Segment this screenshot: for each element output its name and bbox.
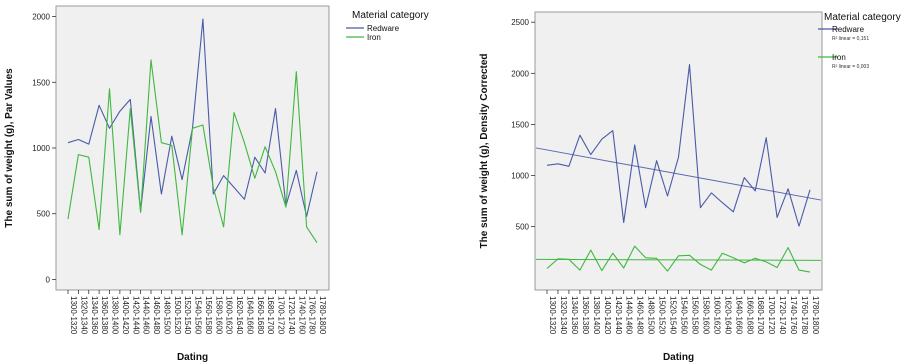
x-tick-label: 1600-1620 — [712, 296, 721, 335]
series-line-iron — [67, 59, 318, 244]
x-axis-title: Dating — [663, 352, 694, 363]
series-line-redware — [546, 64, 811, 227]
x-tick-label: 1680-1700 — [756, 296, 765, 335]
x-tick-label: 1340-1360 — [570, 296, 579, 335]
x-tick-label: 1580-1600 — [701, 296, 710, 335]
x-tick-label: 1320-1340 — [79, 296, 88, 335]
x-tick-label: 1540-1560 — [194, 296, 203, 335]
chart-par-values: 0 500 1000 1500 2000 1300-1320 1320-1340 1340-1… — [4, 5, 429, 363]
legend-r2-iron: R² linear = 0,003 — [832, 64, 869, 70]
x-tick-label: 1460-1480 — [152, 296, 161, 335]
x-tick-label: 1740-1760 — [789, 296, 798, 335]
x-tick-label: 1500-1520 — [658, 296, 667, 335]
y-tick-label: 2500 — [511, 18, 529, 27]
chart-density-corrected: 500 1000 1500 2000 2500 1300-1320 1320-1340 134… — [479, 11, 901, 363]
y-tick-label: 0 — [46, 275, 51, 284]
x-tick-label: 1760-1780 — [800, 296, 809, 335]
x-tick-label: 1300-1320 — [69, 296, 78, 335]
x-axis-title: Dating — [177, 352, 208, 363]
x-tick-label: 1380-1400 — [111, 296, 120, 335]
x-tick-label: 1540-1560 — [680, 296, 689, 335]
legend-label-redware: Redware — [832, 25, 865, 34]
legend-label-iron: Iron — [832, 53, 846, 62]
x-tick-label: 1440-1460 — [142, 296, 151, 335]
y-tick-label: 1000 — [511, 172, 529, 181]
x-tick-label: 1520-1540 — [183, 296, 192, 335]
x-tick-label: 1660-1680 — [256, 296, 265, 335]
x-tick-label: 1720-1740 — [778, 296, 787, 335]
series-line-iron — [546, 245, 811, 273]
x-tick-label: 1380-1400 — [592, 296, 601, 335]
legend-title: Material category — [824, 12, 901, 23]
x-tick-label: 1700-1720 — [277, 296, 286, 335]
x-tick-label: 1780-1800 — [811, 296, 820, 335]
y-tick-label: 500 — [516, 223, 530, 232]
x-tick-label: 1320-1340 — [559, 296, 568, 335]
x-tick-label: 1480-1500 — [162, 296, 171, 335]
plot-area — [55, 5, 330, 291]
x-tick-label: 1760-1780 — [308, 296, 317, 335]
x-tick-label: 1640-1660 — [245, 296, 254, 335]
legend-r2-redware: R² linear = 0,151 — [832, 36, 869, 42]
legend-label-iron: Iron — [367, 33, 381, 42]
x-tick-label: 1680-1700 — [266, 296, 275, 335]
x-tick-label: 1560-1580 — [204, 296, 213, 335]
y-axis-title: The sum of weight (g), Density Corrected — [479, 53, 490, 248]
x-tick-label: 1560-1580 — [690, 296, 699, 335]
x-tick-label: 1420-1440 — [614, 296, 623, 335]
x-tick-label: 1460-1480 — [636, 296, 645, 335]
x-tick-label: 1640-1660 — [734, 296, 743, 335]
y-tick-label: 2000 — [511, 69, 529, 78]
plot-area — [534, 11, 823, 291]
x-tick-label: 1660-1680 — [745, 296, 754, 335]
y-tick-label: 1500 — [32, 78, 50, 87]
x-tick-label: 1740-1760 — [297, 296, 306, 335]
x-tick-label: 1480-1500 — [647, 296, 656, 335]
legend-title: Material category — [352, 10, 429, 21]
y-tick-label: 1500 — [511, 120, 529, 129]
x-tick-label: 1420-1440 — [131, 296, 140, 335]
x-tick-label: 1400-1420 — [603, 296, 612, 335]
x-tick-label: 1620-1640 — [235, 296, 244, 335]
fit-line-iron — [535, 258, 822, 261]
x-tick-label: 1440-1460 — [625, 296, 634, 335]
y-axis-title: The sum of weight (g), Par Values — [4, 68, 15, 228]
x-tick-label: 1600-1620 — [225, 296, 234, 335]
x-tick-label: 1400-1420 — [121, 296, 130, 335]
legend-label-redware: Redware — [367, 24, 400, 33]
x-tick-label: 1520-1540 — [669, 296, 678, 335]
x-tick-label: 1780-1800 — [318, 296, 327, 335]
x-tick-label: 1580-1600 — [214, 296, 223, 335]
x-tick-label: 1620-1640 — [723, 296, 732, 335]
x-tick-label: 1340-1360 — [90, 296, 99, 335]
x-tick-label: 1300-1320 — [548, 296, 557, 335]
x-tick-label: 1360-1380 — [581, 296, 590, 335]
y-tick-label: 2000 — [32, 13, 50, 22]
x-tick-label: 1720-1740 — [287, 296, 296, 335]
y-tick-label: 1000 — [32, 144, 50, 153]
x-tick-label: 1700-1720 — [767, 296, 776, 335]
x-tick-label: 1360-1380 — [100, 296, 109, 335]
y-tick-label: 500 — [37, 210, 51, 219]
x-tick-label: 1500-1520 — [173, 296, 182, 335]
